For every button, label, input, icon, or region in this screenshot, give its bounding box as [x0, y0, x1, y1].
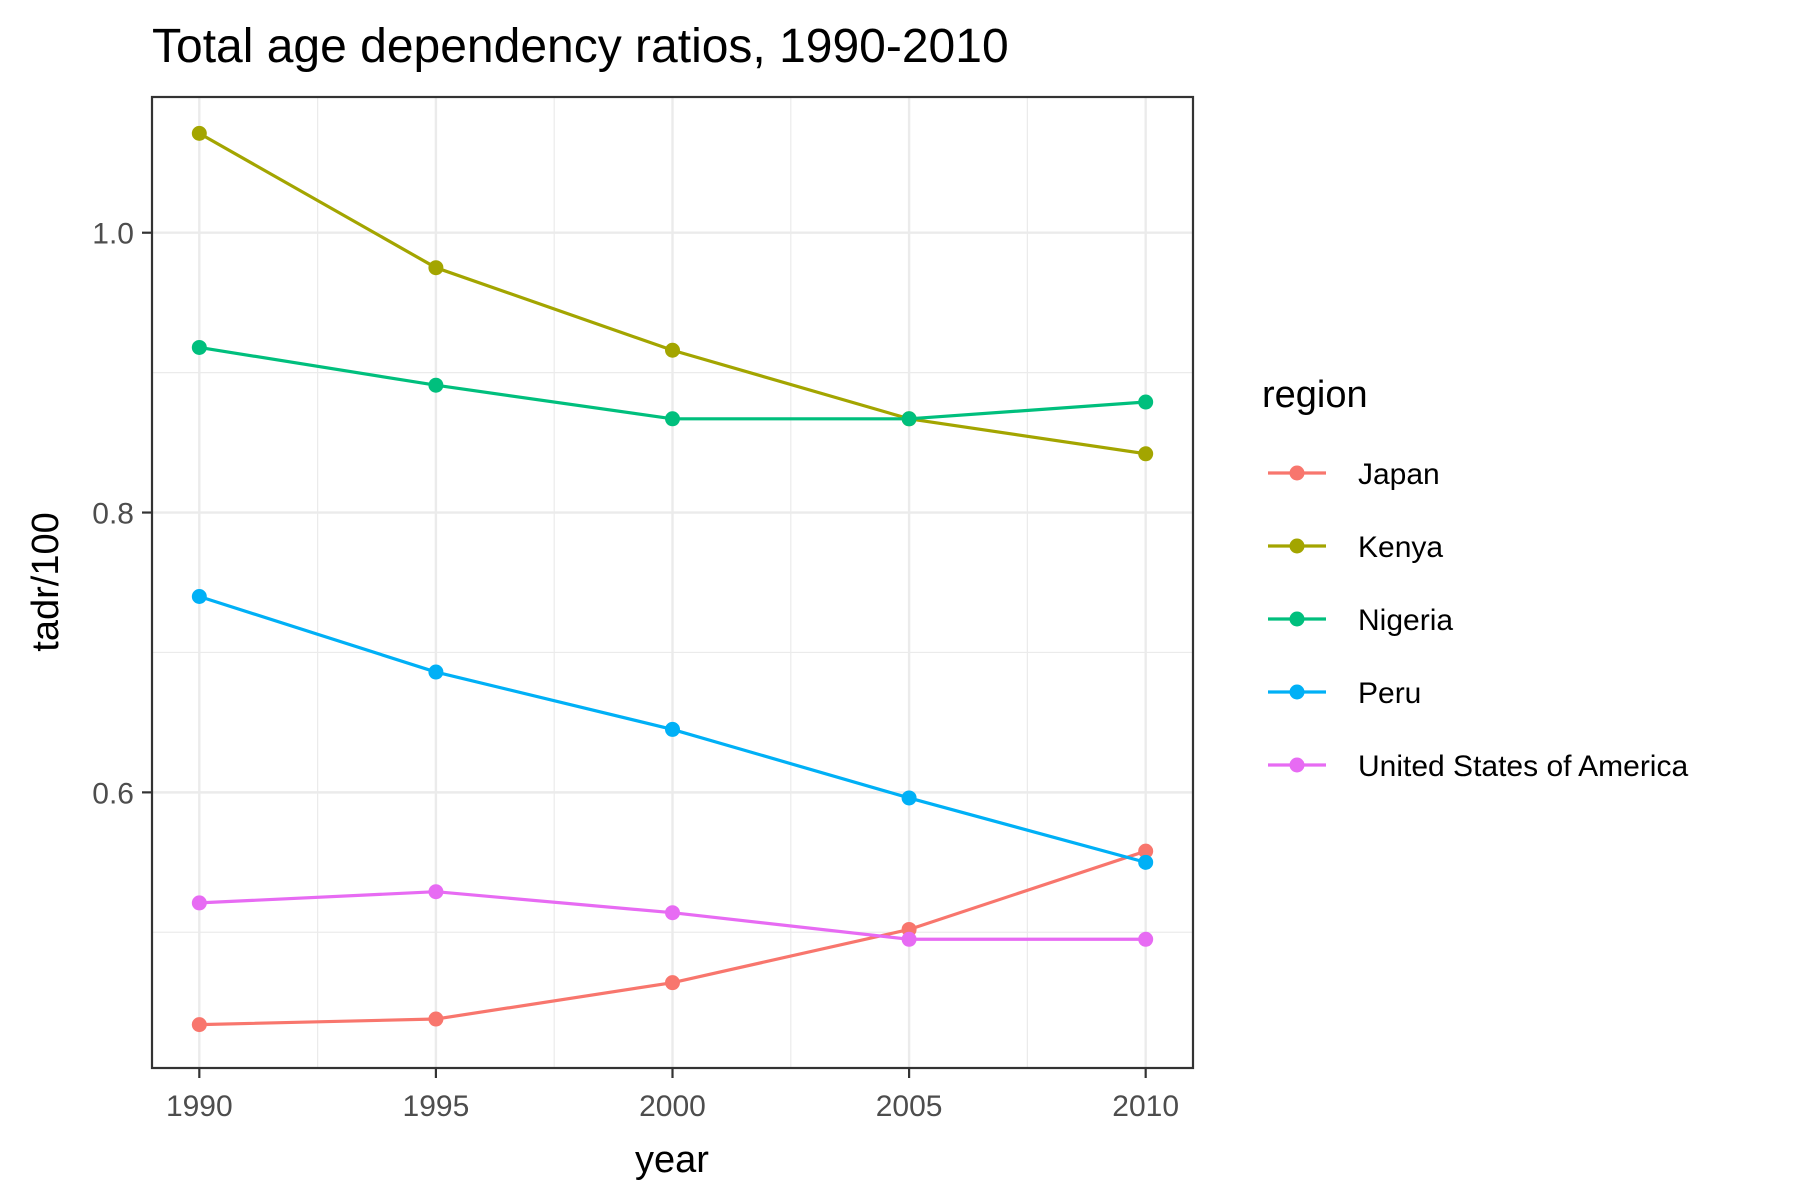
data-point-peru [1138, 854, 1154, 870]
data-point-peru [901, 790, 917, 806]
legend-label: Japan [1358, 458, 1440, 491]
legend-key-point [1289, 465, 1305, 481]
data-point-japan [191, 1017, 207, 1033]
legend-item: Kenya [1268, 531, 1443, 564]
x-tick-label: 2000 [639, 1090, 706, 1123]
data-point-nigeria [665, 411, 680, 427]
x-axis-title: year [635, 1139, 709, 1181]
y-axis: 0.6 0.8 1.0 [92, 218, 152, 810]
data-point-united-states-of-america [901, 931, 917, 947]
legend-title: region [1262, 374, 1368, 416]
data-point-nigeria [1138, 394, 1154, 410]
x-tick-label: 2010 [1112, 1090, 1179, 1123]
data-point-japan [1138, 843, 1154, 859]
legend-key-point [1289, 538, 1305, 554]
data-point-united-states-of-america [665, 905, 680, 921]
chart-title: Total age dependency ratios, 1990-2010 [152, 20, 1009, 73]
data-point-peru [665, 721, 680, 737]
y-tick-label: 0.6 [92, 777, 134, 810]
x-tick-label: 1995 [403, 1090, 470, 1123]
data-point-kenya [428, 260, 444, 276]
legend: region Japan Kenya Nigeria Peru United State… [1262, 374, 1688, 783]
legend-label: United States of America [1358, 750, 1688, 783]
legend-key-point [1289, 611, 1305, 627]
legend-label: Kenya [1358, 531, 1443, 564]
legend-items: Japan Kenya Nigeria Peru United States of Am… [1268, 458, 1688, 783]
data-point-peru [428, 664, 444, 680]
legend-key-point [1289, 684, 1305, 700]
data-point-kenya [1138, 446, 1154, 462]
data-point-japan [665, 975, 680, 991]
y-tick-label: 0.8 [92, 498, 134, 531]
minor-gridlines-x [317, 97, 1028, 1068]
legend-item: Peru [1268, 677, 1421, 710]
data-point-nigeria [901, 411, 917, 427]
data-point-united-states-of-america [428, 884, 444, 900]
data-point-nigeria [428, 377, 444, 393]
legend-item: Japan [1268, 458, 1440, 491]
legend-label: Nigeria [1358, 604, 1453, 637]
data-point-united-states-of-america [191, 895, 207, 911]
data-point-kenya [665, 342, 680, 358]
legend-item: United States of America [1268, 750, 1688, 783]
data-point-peru [191, 588, 207, 604]
data-point-japan [428, 1011, 444, 1027]
legend-item: Nigeria [1268, 604, 1453, 637]
data-point-united-states-of-america [1138, 931, 1154, 947]
y-tick-label: 1.0 [92, 218, 134, 251]
data-point-kenya [191, 125, 207, 141]
x-tick-label: 1990 [166, 1090, 233, 1123]
x-axis: 1990 1995 2000 2005 2010 [166, 1068, 1179, 1123]
plot-area [150, 95, 1195, 1070]
x-tick-label: 2005 [876, 1090, 943, 1123]
series-points [191, 125, 1154, 1033]
y-axis-title: tadr/100 [25, 512, 67, 651]
data-point-nigeria [191, 339, 207, 355]
legend-key-point [1289, 757, 1305, 773]
legend-label: Peru [1358, 677, 1421, 710]
major-gridlines-y [152, 231, 1193, 794]
